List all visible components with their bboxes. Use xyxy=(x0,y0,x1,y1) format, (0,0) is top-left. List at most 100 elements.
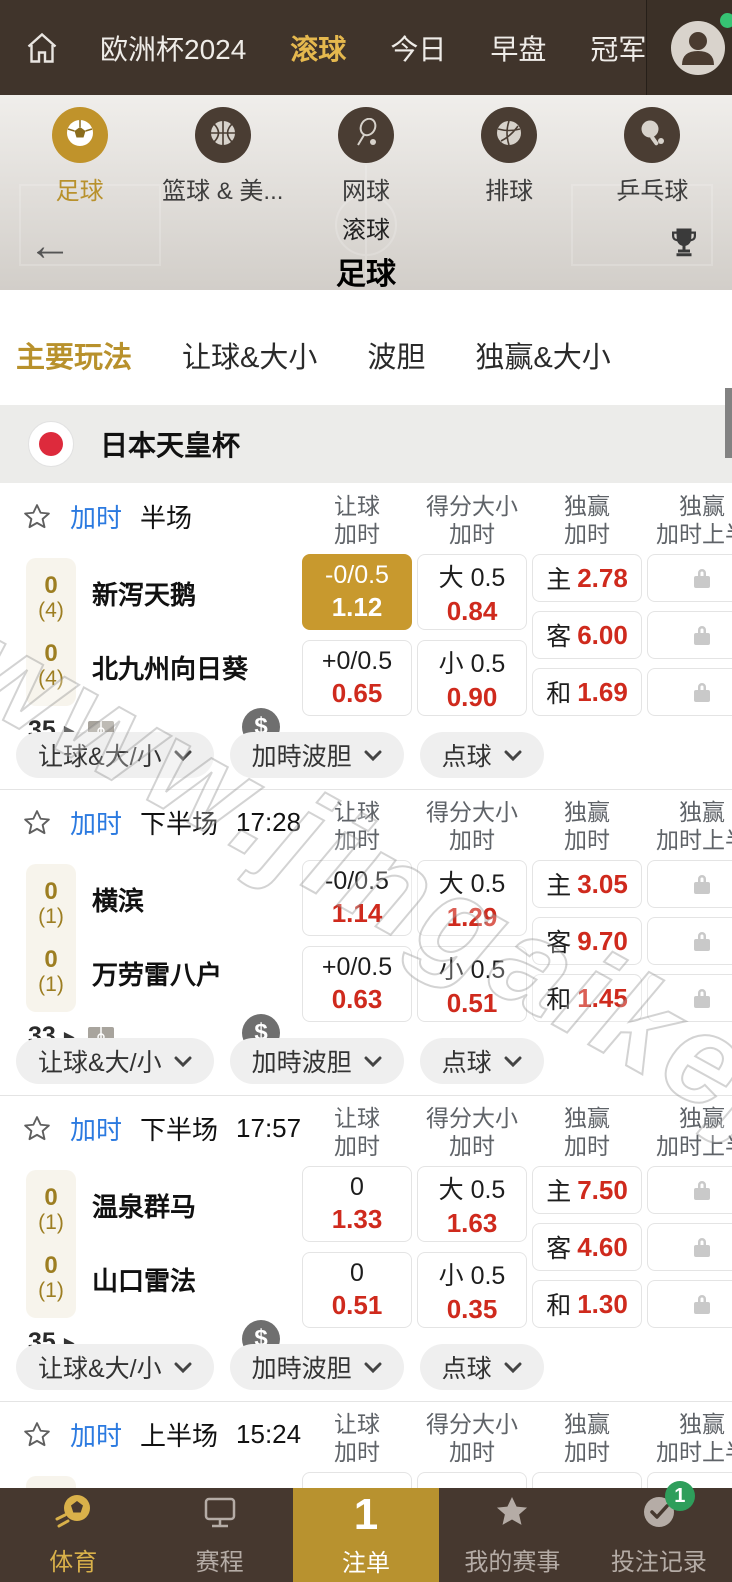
favorite-star-icon[interactable] xyxy=(22,502,52,532)
pill-handicap-ou[interactable]: 让球&大/小 xyxy=(16,1038,214,1084)
tab-main-markets[interactable]: 主要玩法 xyxy=(16,341,133,374)
locked-odds xyxy=(647,1280,732,1328)
odds-over[interactable]: 大 0.5 1.29 xyxy=(417,860,527,936)
ml-odds: 6.00 xyxy=(577,619,628,650)
home-team-name[interactable]: 温泉群马 xyxy=(92,1192,197,1222)
league-header[interactable]: 日本天皇杯 xyxy=(0,405,732,483)
odds-home-win[interactable]: 主 3.05 xyxy=(532,860,642,908)
nav-item-eurocup[interactable]: 欧洲杯2024 xyxy=(100,33,247,65)
bottom-nav-bet-history[interactable]: 1 投注记录 xyxy=(586,1481,732,1582)
bottom-nav-my-events[interactable]: 我的赛事 xyxy=(439,1488,585,1582)
pill-penalty[interactable]: 点球 xyxy=(419,1344,544,1390)
nav-item-outright[interactable]: 冠军 xyxy=(590,33,647,65)
odds-handicap-away[interactable]: +0/0.5 0.63 xyxy=(302,946,412,1022)
odds-draw[interactable]: 和 1.30 xyxy=(532,1280,642,1328)
ou-odds: 1.63 xyxy=(446,1207,498,1238)
handicap-column: -0/0.5 1.14 +0/0.5 0.63 xyxy=(302,860,412,1022)
home-team-name[interactable]: 新泻天鹅 xyxy=(92,580,197,610)
match-clock: 15:24 xyxy=(236,1419,302,1449)
scrollbar-thumb[interactable] xyxy=(725,388,732,458)
sport-volleyball[interactable]: 排球 xyxy=(441,107,577,206)
pill-label: 让球&大/小 xyxy=(38,1049,162,1077)
odds-handicap-home[interactable]: -0/0.5 1.12 xyxy=(302,554,412,630)
live-status-label: 加时 xyxy=(70,809,123,839)
volleyball-icon xyxy=(494,118,524,153)
nav-item-today[interactable]: 今日 xyxy=(390,33,447,65)
home-icon[interactable] xyxy=(24,30,60,66)
match-period: 半场 xyxy=(140,503,193,533)
pill-handicap-ou[interactable]: 让球&大/小 xyxy=(16,732,214,778)
bet-history-badge: 1 xyxy=(664,1481,695,1511)
quick-bet-pills: 让球&大/小 加時波胆 点球 xyxy=(16,732,544,778)
ml-odds: 3.05 xyxy=(577,868,628,899)
odds-handicap-home[interactable]: -0/0.5 1.14 xyxy=(302,860,412,936)
tab-win-ou[interactable]: 独赢&大小 xyxy=(475,341,611,374)
odds-away-win[interactable]: 客 6.00 xyxy=(532,611,642,659)
pill-penalty[interactable]: 点球 xyxy=(419,1038,544,1084)
away-team-name[interactable]: 山口雷法 xyxy=(92,1266,197,1296)
tab-correct-score[interactable]: 波胆 xyxy=(367,341,426,374)
favorite-star-icon[interactable] xyxy=(22,808,52,838)
home-team-name[interactable]: 横滨 xyxy=(92,886,145,916)
favorite-star-icon[interactable] xyxy=(22,1420,52,1450)
pill-label: 让球&大/小 xyxy=(38,743,162,771)
bottom-nav-schedule[interactable]: 赛程 xyxy=(146,1488,292,1582)
away-team-name[interactable]: 万劳雷八户 xyxy=(92,960,223,990)
odds-handicap-away[interactable]: 0 0.51 xyxy=(302,1252,412,1328)
away-score: 0 xyxy=(44,1252,58,1279)
ou-odds: 0.35 xyxy=(446,1293,498,1324)
column-header-moneyline: 独赢 加时 xyxy=(564,1105,610,1159)
back-arrow-icon[interactable]: ← xyxy=(28,221,72,270)
pill-et-correct-score[interactable]: 加時波胆 xyxy=(229,732,404,778)
sport-basketball[interactable]: 篮球 & 美... xyxy=(155,107,291,206)
nav-item-early[interactable]: 早盘 xyxy=(490,33,547,65)
odds-handicap-away[interactable]: +0/0.5 0.65 xyxy=(302,640,412,716)
odds-away-win[interactable]: 客 9.70 xyxy=(532,917,642,965)
odds-draw[interactable]: 和 1.69 xyxy=(532,668,642,716)
odds-home-win[interactable]: 主 7.50 xyxy=(532,1166,642,1214)
odds-handicap-home[interactable]: 0 1.33 xyxy=(302,1166,412,1242)
locked-odds xyxy=(647,668,732,716)
odds-home-win[interactable]: 主 2.78 xyxy=(532,554,642,602)
odds-over[interactable]: 大 0.5 1.63 xyxy=(417,1166,527,1242)
sport-football[interactable]: 足球 xyxy=(12,107,148,206)
ou-line: 大 0.5 xyxy=(438,1175,506,1204)
trophy-icon[interactable] xyxy=(666,224,702,265)
favorite-star-icon[interactable] xyxy=(22,1114,52,1144)
stadium-background xyxy=(19,165,713,285)
sport-tabletennis[interactable]: 乒乓球 xyxy=(584,107,720,206)
handicap-line: +0/0.5 xyxy=(321,647,393,675)
pill-et-correct-score[interactable]: 加時波胆 xyxy=(229,1038,404,1084)
odds-under[interactable]: 小 0.5 0.51 xyxy=(417,946,527,1022)
locked-column xyxy=(647,554,732,716)
betslip-count: 1 xyxy=(353,1489,379,1539)
ml-odds: 4.60 xyxy=(577,1231,628,1262)
sport-tennis[interactable]: 网球 xyxy=(298,107,434,206)
column-header-moneyline: 独赢 加时 xyxy=(564,493,610,547)
column-header-moneyline: 独赢 加时 xyxy=(564,799,610,853)
odds-over[interactable]: 大 0.5 0.84 xyxy=(417,554,527,630)
bottom-nav-betslip[interactable]: 1 注单 xyxy=(292,1488,440,1582)
home-score: 0 xyxy=(44,572,58,599)
column-header-handicap: 让球 加时 xyxy=(334,1105,380,1159)
pill-et-correct-score[interactable]: 加時波胆 xyxy=(229,1344,404,1390)
nav-item-live[interactable]: 滚球 xyxy=(290,33,347,65)
tab-handicap-ou[interactable]: 让球&大小 xyxy=(182,341,318,374)
bottom-nav-sports[interactable]: 体育 xyxy=(0,1488,146,1582)
chevron-down-icon xyxy=(504,1362,522,1373)
profile-avatar[interactable] xyxy=(671,12,732,75)
ou-odds: 1.29 xyxy=(446,901,498,932)
odds-under[interactable]: 小 0.5 0.90 xyxy=(417,640,527,716)
odds-draw[interactable]: 和 1.45 xyxy=(532,974,642,1022)
pill-handicap-ou[interactable]: 让球&大/小 xyxy=(16,1344,214,1390)
away-team-name[interactable]: 北九州向日葵 xyxy=(92,654,249,684)
hero-header: 足球 篮球 & 美... 网球 排球 乒乓球 ← 滚球 足球 xyxy=(0,95,732,291)
odds-under[interactable]: 小 0.5 0.35 xyxy=(417,1252,527,1328)
pill-penalty[interactable]: 点球 xyxy=(419,732,544,778)
sport-label: 网球 xyxy=(341,178,390,205)
odds-away-win[interactable]: 客 4.60 xyxy=(532,1223,642,1271)
column-header-handicap: 让球 加时 xyxy=(334,493,380,547)
